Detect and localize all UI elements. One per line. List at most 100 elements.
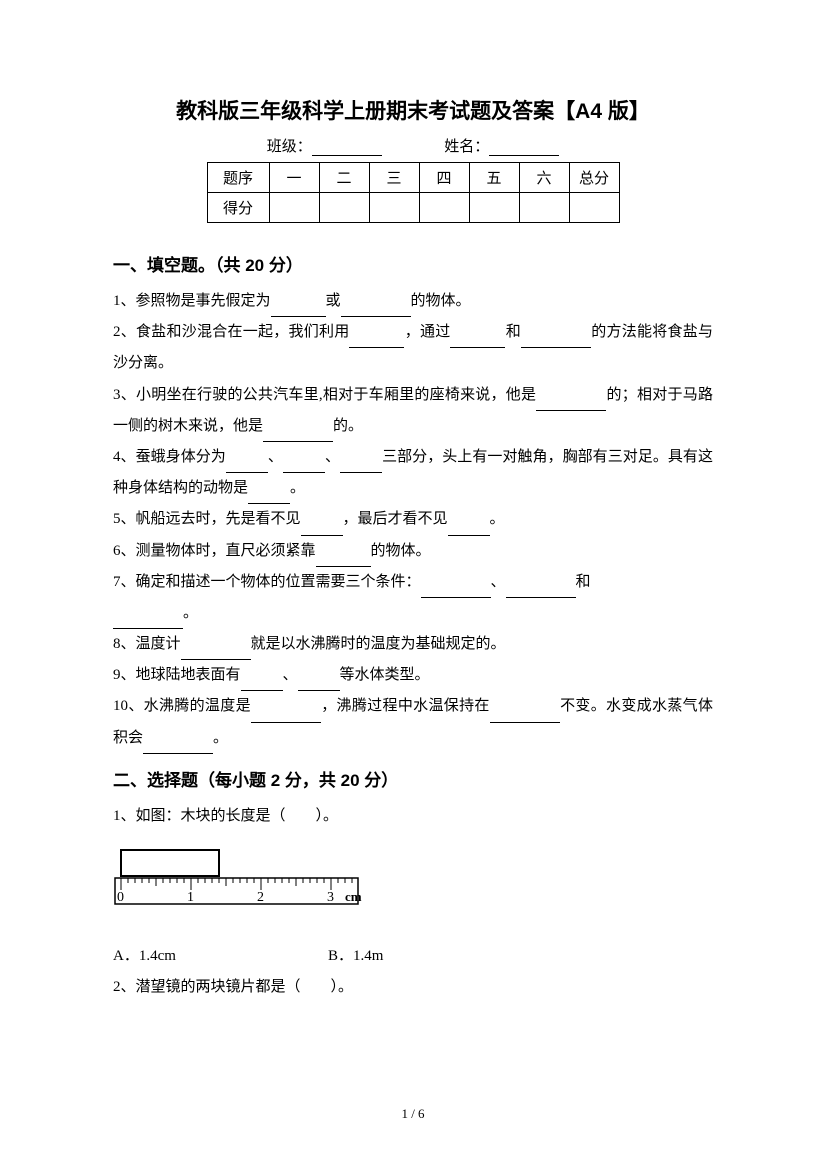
svg-text:0: 0	[117, 890, 124, 905]
ruler-diagram: 0 1 2 3 cm	[113, 844, 713, 929]
name-label: 姓名：	[444, 139, 489, 155]
q-text: 就是以水沸腾时的温度为基础规定的。	[251, 636, 506, 652]
svg-text:2: 2	[257, 890, 264, 905]
blank	[490, 709, 560, 723]
blank	[349, 334, 404, 348]
th-6: 六	[519, 163, 569, 193]
blank	[251, 709, 321, 723]
th-2: 二	[319, 163, 369, 193]
blank	[283, 459, 325, 473]
q-text: 4、蚕蛾身体分为	[113, 449, 226, 465]
td-empty	[469, 193, 519, 223]
s2-q1-choices: A．1.4cm B．1.4m	[113, 941, 713, 972]
q-text: 3、小明坐在行驶的公共汽车里,相对于车厢里的座椅来说，他是	[113, 387, 536, 403]
q-text: 或	[326, 293, 341, 309]
svg-text:1: 1	[187, 890, 194, 905]
q4: 4、蚕蛾身体分为、、三部分，头上有一对触角，胸部有三对足。具有这种身体结构的动物…	[113, 442, 713, 504]
choice-a: A．1.4cm	[113, 941, 328, 972]
q7: 7、确定和描述一个物体的位置需要三个条件： 、 和。	[113, 567, 713, 629]
q-text: 和	[505, 324, 521, 340]
blank	[298, 677, 340, 691]
q-text: 2、食盐和沙混合在一起，我们利用	[113, 324, 349, 340]
page-title: 教科版三年级科学上册期末考试题及答案【A4 版】	[113, 95, 713, 125]
q-text: 。	[290, 480, 305, 496]
blank	[248, 490, 290, 504]
th-1: 一	[269, 163, 319, 193]
td-empty	[369, 193, 419, 223]
section2-heading: 二、选择题（每小题 2 分，共 20 分）	[113, 766, 713, 791]
q-text: 。	[213, 730, 228, 746]
choice-b: B．1.4m	[328, 941, 383, 972]
q-text: 9、地球陆地表面有	[113, 667, 241, 683]
blank	[301, 522, 343, 536]
svg-text:3: 3	[327, 890, 334, 905]
td-empty	[519, 193, 569, 223]
th-total: 总分	[569, 163, 619, 193]
q-text: 。	[183, 605, 198, 621]
blank	[143, 740, 213, 754]
page-footer: 1 / 6	[0, 1106, 826, 1122]
q-text: 和	[576, 574, 591, 590]
blank	[521, 334, 591, 348]
q-text: 1、参照物是事先假定为	[113, 293, 271, 309]
blank	[271, 303, 326, 317]
q-text: 、	[491, 574, 506, 590]
section1-heading: 一、填空题。（共 20 分）	[113, 251, 713, 276]
q-text: 的物体。	[371, 543, 431, 559]
q-text: ，通过	[404, 324, 450, 340]
q9: 9、地球陆地表面有 、 等水体类型。	[113, 660, 713, 691]
q10: 10、水沸腾的温度是，沸腾过程中水温保持在不变。水变成水蒸气体积会。	[113, 691, 713, 753]
q-text: 的物体。	[411, 293, 471, 309]
td-empty	[569, 193, 619, 223]
q1: 1、参照物是事先假定为 或 的物体。	[113, 286, 713, 317]
th-5: 五	[469, 163, 519, 193]
q8: 8、温度计 就是以水沸腾时的温度为基础规定的。	[113, 629, 713, 660]
q-text: ，沸腾过程中水温保持在	[321, 698, 490, 714]
q-text: 、	[325, 449, 340, 465]
table-row: 题序 一 二 三 四 五 六 总分	[207, 163, 619, 193]
th-3: 三	[369, 163, 419, 193]
class-blank	[312, 141, 382, 156]
q-text: 。	[490, 511, 505, 527]
q-text: 7、确定和描述一个物体的位置需要三个条件：	[113, 574, 421, 590]
td-empty	[269, 193, 319, 223]
class-label: 班级：	[267, 139, 312, 155]
blank	[181, 646, 251, 660]
q-text: 、	[283, 667, 298, 683]
blank	[226, 459, 268, 473]
info-row: 班级： 姓名：	[113, 135, 713, 156]
blank	[340, 459, 382, 473]
svg-text:cm: cm	[345, 889, 362, 904]
table-row: 得分	[207, 193, 619, 223]
td-empty	[319, 193, 369, 223]
q-text: 10、水沸腾的温度是	[113, 698, 251, 714]
q-text: 5、帆船远去时，先是看不见	[113, 511, 301, 527]
q-text: 、	[268, 449, 283, 465]
q2: 2、食盐和沙混合在一起，我们利用，通过和的方法能将食盐与沙分离。	[113, 317, 713, 379]
blank	[448, 522, 490, 536]
th-seq: 题序	[207, 163, 269, 193]
blank	[506, 584, 576, 598]
q-text: 6、测量物体时，直尺必须紧靠	[113, 543, 316, 559]
q5: 5、帆船远去时，先是看不见 ，最后才看不见 。	[113, 504, 713, 535]
q-text: 8、温度计	[113, 636, 181, 652]
q-text: 等水体类型。	[340, 667, 430, 683]
blank	[421, 584, 491, 598]
s2-q2: 2、潜望镜的两块镜片都是（ ）。	[113, 972, 713, 1003]
blank	[263, 428, 333, 442]
q3: 3、小明坐在行驶的公共汽车里,相对于车厢里的座椅来说，他是的；相对于马路一侧的树…	[113, 380, 713, 442]
blank	[241, 677, 283, 691]
blank	[536, 397, 606, 411]
name-blank	[489, 141, 559, 156]
blank	[450, 334, 505, 348]
blank	[316, 553, 371, 567]
th-4: 四	[419, 163, 469, 193]
q6: 6、测量物体时，直尺必须紧靠 的物体。	[113, 536, 713, 567]
s2-q1: 1、如图：木块的长度是（ ）。	[113, 801, 713, 832]
td-score-label: 得分	[207, 193, 269, 223]
score-table: 题序 一 二 三 四 五 六 总分 得分	[207, 162, 620, 223]
blank	[113, 615, 183, 629]
ruler-svg: 0 1 2 3 cm	[113, 844, 373, 924]
q-text: ，最后才看不见	[343, 511, 448, 527]
blank	[341, 303, 411, 317]
